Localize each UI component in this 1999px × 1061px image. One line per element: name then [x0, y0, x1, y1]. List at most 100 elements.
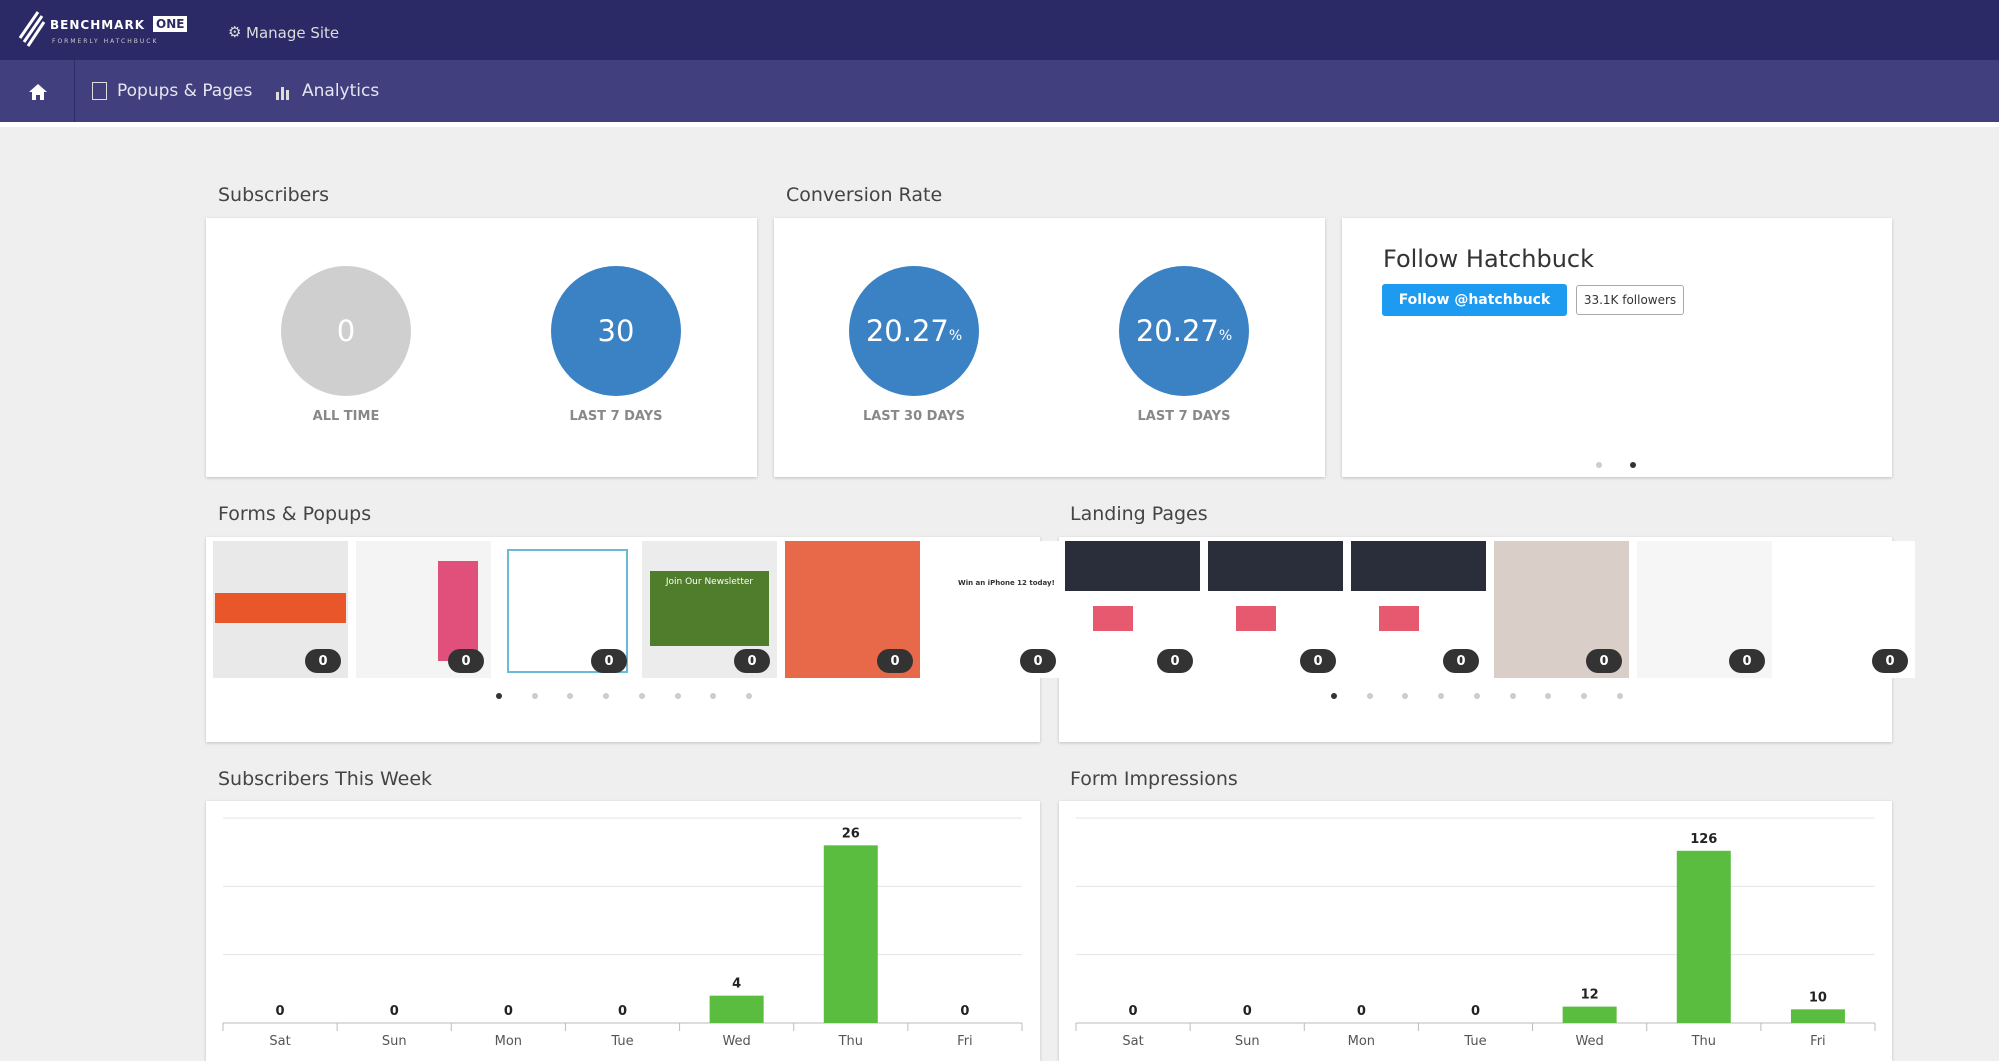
thumbnail[interactable]: 0 [499, 541, 634, 678]
count-badge: 0 [1443, 649, 1479, 673]
stat-unit: % [1218, 328, 1233, 344]
count-badge: 0 [591, 649, 627, 673]
thumbnail[interactable]: 0 [1780, 541, 1915, 678]
section-title: Conversion Rate [786, 184, 943, 206]
count-badge: 0 [1157, 649, 1193, 673]
carousel-dot[interactable] [638, 693, 645, 699]
chart: Sat 0 Sun 0 Mon 0 Tue 0 Wed 12 Thu 126 Fri 10 [1075, 817, 1876, 1049]
stat-unit: % [948, 328, 963, 344]
carousel-dot[interactable] [1473, 693, 1480, 699]
stat-value: 20.27 [865, 314, 949, 348]
count-badge: 0 [448, 649, 484, 673]
count-badge: 0 [734, 649, 770, 673]
value-label: 0 [1243, 1004, 1252, 1019]
carousel-dot[interactable] [1616, 693, 1623, 699]
section-title: Subscribers [218, 184, 330, 206]
follow-title: Follow Hatchbuck [1383, 245, 1595, 273]
carousel-dot[interactable] [531, 693, 538, 699]
nav-item[interactable]: Popups & Pages [117, 81, 253, 101]
x-tick-label: Fri [957, 1034, 973, 1049]
value-label: 0 [504, 1004, 513, 1019]
thumbnail[interactable]: 0 [1065, 541, 1200, 678]
value-label: 0 [390, 1004, 399, 1019]
bar [823, 845, 878, 1023]
thumbnail[interactable]: 0 [1208, 541, 1343, 678]
carousel-dot[interactable] [1580, 693, 1587, 699]
count-badge: 0 [1872, 649, 1908, 673]
x-tick-label: Sun [382, 1034, 407, 1049]
value-label: 0 [1357, 1004, 1366, 1019]
home-icon[interactable] [29, 84, 47, 100]
x-tick-label: Sun [1235, 1034, 1260, 1049]
bar [1790, 1009, 1845, 1023]
section-title: Form Impressions [1070, 768, 1238, 790]
value-label: 10 [1809, 990, 1827, 1005]
carousel-dot[interactable] [1438, 693, 1445, 699]
stat-value: 30 [597, 314, 635, 348]
carousel-dot[interactable] [1545, 693, 1552, 699]
carousel-dot[interactable] [710, 693, 717, 699]
top-bar: BENCHMARK ONE FORMERLY HATCHBUCK ⚙ Manag… [0, 0, 1999, 60]
thumb-text: Join Our Newsletter [665, 577, 754, 587]
thumbnail[interactable]: 0 [1637, 541, 1772, 678]
stat-circle: 30 [551, 266, 681, 396]
x-tick-label: Tue [610, 1034, 633, 1049]
logo-sub: FORMERLY HATCHBUCK [52, 38, 159, 45]
carousel-dot[interactable] [496, 693, 502, 699]
carousel-dot[interactable] [674, 693, 681, 699]
nav-item[interactable]: Analytics [302, 81, 380, 101]
followers-count[interactable]: 33.1K followers [1576, 285, 1684, 315]
x-tick-label: Tue [1463, 1034, 1486, 1049]
section-title: Subscribers This Week [218, 768, 433, 790]
stat-circle: 0 [281, 266, 411, 396]
thumbnail[interactable]: 0 [785, 541, 920, 678]
thumbnail[interactable]: 0 [1494, 541, 1629, 678]
carousel-dot[interactable] [567, 693, 574, 699]
x-tick-label: Mon [1348, 1034, 1375, 1049]
carousel-dot[interactable] [1509, 693, 1516, 699]
thumbnail[interactable]: Win an iPhone 12 today! 0 [928, 541, 1063, 678]
follow-button-label: Follow @hatchbuck [1398, 292, 1551, 308]
x-tick-label: Mon [495, 1034, 522, 1049]
count-badge: 0 [877, 649, 913, 673]
section-title: Forms & Popups [218, 503, 372, 525]
thumb-shape [1236, 606, 1276, 631]
stat-label: LAST 7 DAYS [1137, 409, 1231, 424]
carousel-dot[interactable] [603, 693, 610, 699]
stat-label: LAST 30 DAYS [862, 409, 966, 424]
thumbnail[interactable]: 0 [1351, 541, 1486, 678]
thumbnail[interactable]: 0 [213, 541, 348, 678]
carousel-dot[interactable] [1630, 462, 1636, 468]
carousel-dot[interactable] [1596, 462, 1602, 468]
x-tick-label: Sat [269, 1034, 290, 1049]
value-label: 0 [276, 1004, 285, 1019]
logo[interactable]: BENCHMARK [50, 18, 146, 32]
x-tick-label: Wed [722, 1034, 750, 1049]
carousel-dot[interactable] [1402, 693, 1409, 699]
carousel-dot[interactable] [1331, 693, 1337, 699]
thumbnail[interactable]: 0 [356, 541, 491, 678]
thumb-shape [215, 593, 346, 623]
stat-label: ALL TIME [312, 409, 380, 424]
stat-circle: 20.27% [849, 266, 979, 396]
stat-value: 20.27 [1135, 314, 1219, 348]
chart-card: Sat 0 Sun 0 Mon 0 Tue 0 Wed 12 Thu 126 Fri 10 [1059, 801, 1892, 1061]
value-label: 0 [618, 1004, 627, 1019]
thumb-shape [507, 549, 628, 673]
logo-icon [18, 11, 46, 47]
follow-button[interactable]: Follow @hatchbuck [1382, 284, 1567, 316]
value-label: 0 [1471, 1004, 1480, 1019]
value-label: 0 [960, 1004, 969, 1019]
value-label: 126 [1690, 832, 1717, 847]
value-label: 4 [732, 977, 741, 992]
thumb-shape [1379, 606, 1419, 631]
manage-site[interactable]: Manage Site [246, 24, 340, 42]
value-label: 0 [1129, 1004, 1138, 1019]
chart: Sat 0 Sun 0 Mon 0 Tue 0 Wed 4 Thu 26 Fri 0 [222, 817, 1023, 1049]
thumbnail[interactable]: Join Our Newsletter 0 [642, 541, 777, 678]
logo-badge: ONE [153, 16, 188, 32]
carousel-dot[interactable] [1366, 693, 1373, 699]
thumb-shape [1093, 606, 1133, 631]
carousel-dot[interactable] [745, 693, 752, 699]
